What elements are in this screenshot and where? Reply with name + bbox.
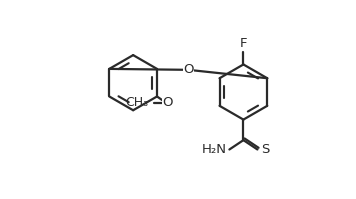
Text: F: F <box>240 37 247 50</box>
Text: O: O <box>183 63 194 76</box>
Text: CH₃: CH₃ <box>125 96 148 109</box>
Text: H₂N: H₂N <box>201 143 226 156</box>
Text: S: S <box>261 143 269 156</box>
Text: O: O <box>162 96 173 109</box>
